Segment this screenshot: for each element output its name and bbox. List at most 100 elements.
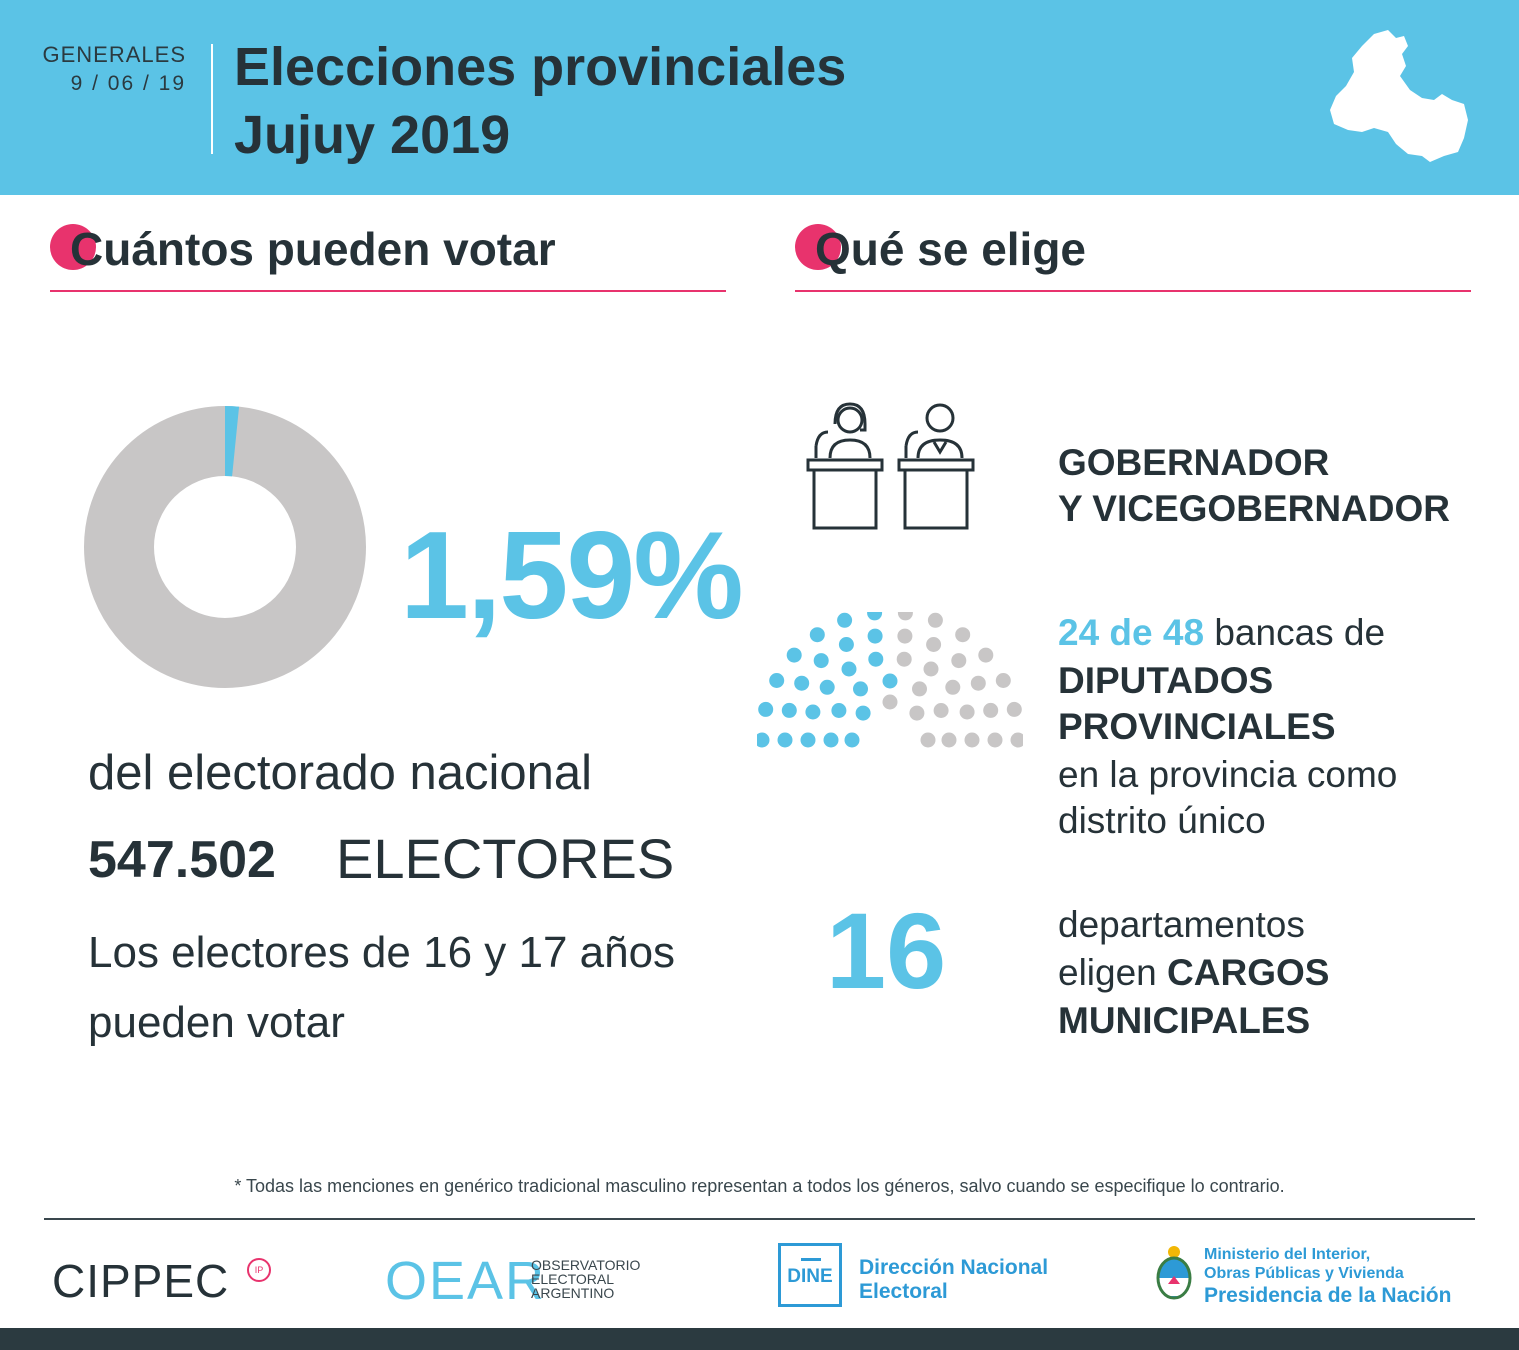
page-title-line1: Elecciones provinciales — [234, 37, 847, 97]
seat-not-elected — [955, 627, 971, 643]
seat-elected — [813, 653, 829, 669]
electorate-caption: del electorado nacional — [88, 746, 592, 800]
seat-elected — [853, 681, 868, 697]
departamentos-line2-a: eligen — [1058, 952, 1168, 993]
dne-name-line1: Dirección Nacional — [859, 1256, 1049, 1279]
seat-elected — [794, 675, 810, 691]
seat-not-elected — [983, 702, 999, 718]
electores-label: ELECTORES — [336, 827, 675, 890]
seat-not-elected — [909, 705, 925, 721]
oear-logo[interactable]: OEAR — [385, 1251, 547, 1311]
seat-not-elected — [923, 661, 939, 677]
seat-not-elected — [987, 732, 1003, 748]
bottom-bar — [0, 1328, 1519, 1350]
jujuy-map-icon — [1330, 30, 1468, 162]
oear-sub-line2: ELECTORAL — [531, 1271, 614, 1287]
seat-not-elected — [970, 675, 986, 691]
seat-elected — [867, 612, 883, 621]
election-type: GENERALES — [42, 42, 186, 67]
seat-not-elected — [964, 732, 980, 748]
seat-elected — [819, 679, 835, 695]
seat-not-elected — [995, 673, 1011, 688]
seat-elected — [769, 673, 785, 688]
bancas-text: bancas de — [1204, 612, 1386, 653]
bancas-count: 24 de 48 — [1058, 612, 1205, 653]
heading-bullet-left — [50, 224, 96, 270]
bancas-line: 24 de 48 bancas de — [1058, 612, 1385, 654]
cippec-badge: IP — [247, 1258, 271, 1282]
seat-elected — [786, 647, 802, 663]
ministry-line3: Presidencia de la Nación — [1204, 1284, 1452, 1307]
seat-elected — [844, 732, 860, 748]
departamentos-count: 16 — [826, 890, 947, 1011]
diputados-line4: distrito único — [1058, 800, 1266, 841]
header-banner — [0, 0, 1519, 195]
ministry-line2: Obras Públicas y Vivienda — [1204, 1265, 1404, 1282]
seat-not-elected — [920, 732, 936, 748]
vicegobernador-label: Y VICEGOBERNADOR — [1058, 488, 1450, 529]
national-shield-icon[interactable] — [1154, 1244, 1194, 1304]
dne-name-line2: Electoral — [859, 1280, 948, 1303]
footer-divider — [44, 1218, 1475, 1220]
seat-elected — [805, 704, 821, 720]
seat-not-elected — [933, 703, 949, 718]
seat-not-elected — [951, 653, 967, 669]
seat-elected — [868, 651, 884, 667]
age-note-line2: pueden votar — [88, 998, 345, 1047]
dine-logo-bar — [801, 1258, 821, 1261]
seat-not-elected — [941, 732, 957, 748]
seat-not-elected — [912, 681, 927, 697]
seat-elected — [781, 702, 797, 718]
departamentos-line3: MUNICIPALES — [1058, 1000, 1311, 1041]
heading-bullet-right — [795, 224, 841, 270]
diputados-line1: DIPUTADOS — [1058, 660, 1274, 701]
seat-elected — [882, 673, 898, 689]
electorate-donut-chart — [84, 406, 366, 688]
heading-rule-left — [50, 290, 726, 292]
seat-not-elected — [882, 694, 898, 710]
election-date: 9 / 06 / 19 — [70, 72, 186, 95]
seat-elected — [855, 705, 871, 721]
gobernador-label: GOBERNADOR — [1058, 442, 1330, 483]
seat-not-elected — [926, 637, 942, 652]
heading-cuantos-pueden-votar: Cuántos pueden votar — [70, 223, 556, 275]
seat-not-elected — [897, 628, 913, 644]
ministry-line1: Ministerio del Interior, — [1204, 1246, 1371, 1263]
dine-logo-text: DINE — [787, 1266, 833, 1287]
electorate-percentage: 1,59% — [400, 507, 744, 645]
seat-not-elected — [896, 651, 912, 667]
heading-que-se-elige: Qué se elige — [815, 223, 1087, 275]
podium-candidates-icon — [806, 402, 975, 530]
oear-sub-line3: ARGENTINO — [531, 1285, 615, 1301]
oear-sub-line1: OBSERVATORIO — [531, 1257, 641, 1273]
diputados-line3: en la provincia como — [1058, 754, 1398, 795]
seat-elected — [809, 627, 825, 643]
departamentos-line2: eligen CARGOS — [1058, 952, 1329, 994]
header-divider — [211, 44, 213, 154]
seat-elected — [800, 732, 816, 748]
seat-not-elected — [1006, 701, 1022, 717]
departamentos-line2-b: CARGOS — [1167, 952, 1330, 993]
departamentos-line1: departamentos — [1058, 904, 1305, 945]
donut-jujuy-segment — [225, 406, 240, 477]
seat-not-elected — [978, 647, 994, 663]
page-title-line2: Jujuy 2019 — [234, 105, 511, 165]
gender-footnote: * Todas las menciones en genérico tradic… — [234, 1176, 1285, 1196]
dine-logo[interactable]: DINE — [778, 1243, 842, 1307]
seat-elected — [823, 732, 839, 748]
seat-elected — [777, 732, 793, 748]
diputados-line2: PROVINCIALES — [1058, 706, 1336, 747]
electores-count: 547.502 — [88, 831, 276, 889]
seat-not-elected — [927, 612, 943, 628]
seat-elected — [841, 661, 857, 677]
seat-elected — [867, 628, 883, 644]
seat-elected — [837, 612, 853, 628]
parliament-seats-chart — [757, 612, 1023, 748]
cippec-logo[interactable]: CIPPEC — [52, 1255, 230, 1307]
seat-not-elected — [897, 612, 913, 621]
heading-rule-right — [795, 290, 1471, 292]
seat-elected — [758, 701, 774, 717]
oear-subtitle: OBSERVATORIO ELECTORAL ARGENTINO — [531, 1258, 640, 1300]
seat-elected — [831, 703, 847, 718]
seat-not-elected — [959, 704, 975, 720]
